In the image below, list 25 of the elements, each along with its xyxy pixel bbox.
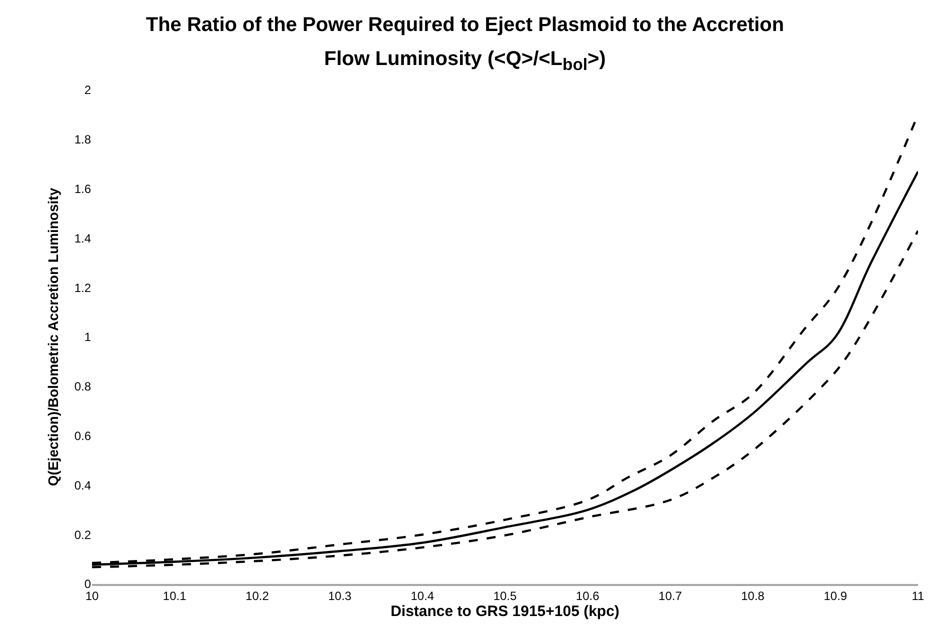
x-tick-label: 10.7	[658, 589, 682, 604]
x-tick-label: 10.4	[410, 589, 434, 604]
x-tick-label: 10.8	[741, 589, 765, 604]
x-tick-label: 10.9	[824, 589, 848, 604]
chart-title: The Ratio of the Power Required to Eject Plasmoid to the Accretion Flow Luminosity (<Q>/<L$_{bol}$>)	[145, 13, 785, 76]
y-tick-label: 2	[84, 83, 92, 98]
x-tick-label: 10.3	[328, 589, 352, 604]
y-tick-label: 1	[84, 330, 92, 344]
x-tick-label: 10.6	[576, 589, 600, 604]
y-tick-label: 1.6	[74, 182, 92, 196]
x-tick-label: 11	[912, 589, 925, 604]
y-tick-label: 0.4	[74, 478, 92, 492]
x-tick-label: 10.2	[246, 589, 270, 604]
y-tick-label: 0.8	[74, 380, 92, 394]
y-tick-label: 1.8	[74, 132, 92, 147]
y-tick-label: 0	[84, 577, 92, 592]
x-tick-label: 10	[85, 589, 99, 604]
x-tick-label: 10.5	[493, 589, 517, 604]
y-tick-label: 1.2	[74, 280, 92, 295]
y-axis-title: Q(Ejection)/Bolometric Accretion Luminosity	[44, 188, 61, 486]
x-axis-title: Distance to GRS 1915+105 (kpc)	[390, 603, 620, 620]
y-tick-label: 0.6	[74, 429, 92, 443]
x-tick-label: 10.1	[162, 589, 187, 604]
y-tick-label: 0.2	[74, 528, 92, 542]
y-tick-label: 1.4	[74, 231, 92, 246]
